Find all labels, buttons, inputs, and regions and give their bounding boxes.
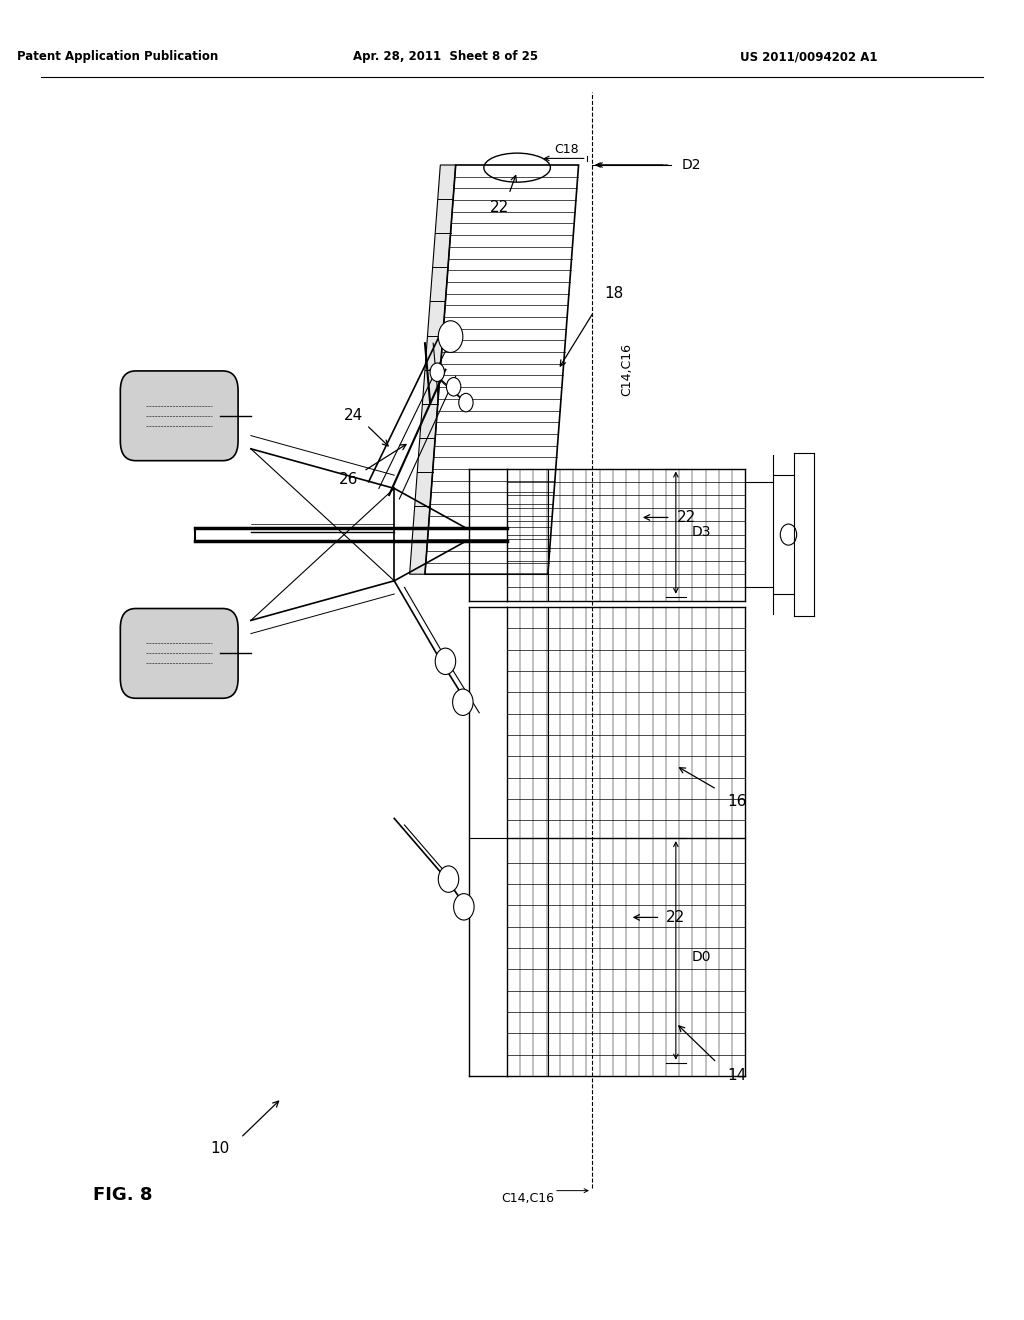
- Text: 24: 24: [344, 408, 362, 424]
- FancyBboxPatch shape: [120, 371, 238, 461]
- Text: US 2011/0094202 A1: US 2011/0094202 A1: [740, 50, 878, 63]
- Text: D3: D3: [691, 525, 712, 539]
- Circle shape: [430, 363, 444, 381]
- Circle shape: [438, 321, 463, 352]
- Text: Patent Application Publication: Patent Application Publication: [17, 50, 218, 63]
- Circle shape: [454, 894, 474, 920]
- Text: 10: 10: [211, 1140, 229, 1156]
- Text: C14,C16: C14,C16: [501, 1192, 554, 1205]
- Text: 22: 22: [667, 909, 685, 925]
- Text: C14,C16: C14,C16: [621, 343, 633, 396]
- Text: C18: C18: [554, 143, 579, 156]
- FancyBboxPatch shape: [120, 609, 238, 698]
- Text: 22: 22: [677, 510, 695, 525]
- Circle shape: [459, 393, 473, 412]
- Text: FIG. 8: FIG. 8: [93, 1185, 153, 1204]
- Text: 14: 14: [728, 1068, 746, 1084]
- Text: 18: 18: [605, 285, 624, 301]
- Text: D0: D0: [691, 950, 712, 964]
- Circle shape: [435, 648, 456, 675]
- Circle shape: [446, 378, 461, 396]
- Text: 16: 16: [728, 793, 746, 809]
- Circle shape: [438, 866, 459, 892]
- Text: 26: 26: [339, 471, 357, 487]
- Text: 22: 22: [490, 199, 509, 215]
- Circle shape: [453, 689, 473, 715]
- Text: D2: D2: [681, 158, 701, 172]
- Polygon shape: [410, 165, 456, 574]
- Text: Apr. 28, 2011  Sheet 8 of 25: Apr. 28, 2011 Sheet 8 of 25: [353, 50, 538, 63]
